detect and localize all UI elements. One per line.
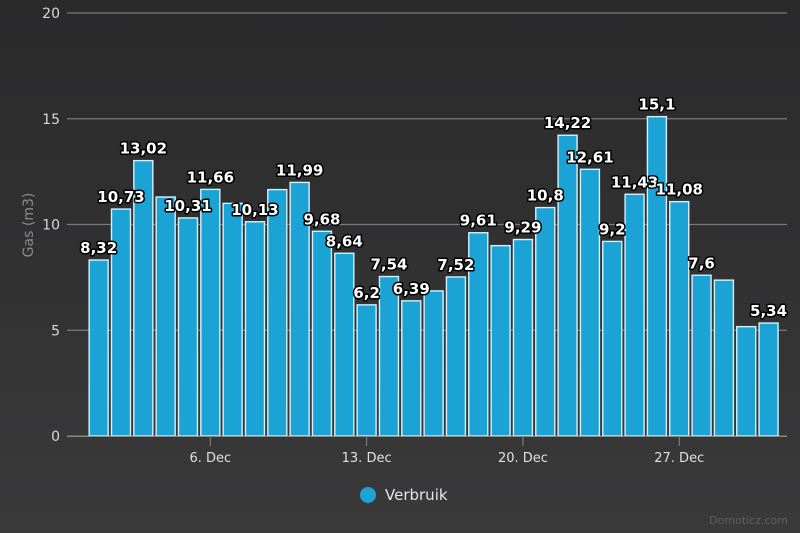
bar-dec-6[interactable] <box>200 188 221 437</box>
y-tick-label: 5 <box>51 323 60 339</box>
data-label-dec-5: 10,31 <box>164 197 211 215</box>
data-label-dec-20: 9,29 <box>504 219 541 237</box>
x-tick-label: 13. Dec <box>342 451 392 466</box>
bar-dec-15[interactable] <box>401 300 422 437</box>
data-label-dec-2: 10,73 <box>97 188 144 206</box>
bar-dec-23[interactable] <box>579 168 601 437</box>
bars-layer <box>88 115 779 437</box>
data-label-dec-28: 7,6 <box>688 254 715 272</box>
bar-dec-29[interactable] <box>713 279 735 437</box>
data-label-dec-10: 11,99 <box>276 161 323 179</box>
y-tick-label: 20 <box>42 6 60 22</box>
bar-dec-8[interactable] <box>244 221 266 437</box>
x-tick-label: 20. Dec <box>498 451 548 466</box>
data-label-dec-25: 11,43 <box>611 173 658 191</box>
data-label-dec-26: 15,1 <box>638 96 675 114</box>
data-label-dec-18: 9,61 <box>460 212 497 230</box>
y-tick-label: 15 <box>42 112 60 128</box>
data-label-dec-22: 14,22 <box>544 114 591 132</box>
data-label-dec-11: 9,68 <box>303 210 340 228</box>
credits-link[interactable]: Domoticz.com <box>709 514 788 527</box>
y-axis-title: Gas (m3) <box>21 193 37 258</box>
y-tick-label: 0 <box>51 429 60 445</box>
bar-dec-13[interactable] <box>356 304 377 437</box>
bar-dec-16[interactable] <box>423 290 444 437</box>
bar-dec-12[interactable] <box>334 252 355 437</box>
bar-dec-25[interactable] <box>624 193 645 437</box>
bar-dec-14[interactable] <box>378 275 400 437</box>
bar-dec-27[interactable] <box>669 200 690 437</box>
data-label-dec-17: 7,52 <box>437 256 474 274</box>
bar-dec-5[interactable] <box>177 217 199 437</box>
legend-item-verbruik[interactable]: Verbruik <box>360 486 448 504</box>
data-label-dec-8: 10,13 <box>231 201 278 219</box>
bar-dec-19[interactable] <box>490 244 511 437</box>
bar-dec-17[interactable] <box>445 276 467 437</box>
bar-dec-28[interactable] <box>691 274 712 437</box>
data-label-dec-27: 11,08 <box>656 181 703 199</box>
legend-series-marker-icon <box>360 487 376 503</box>
bar-dec-24[interactable] <box>602 240 623 437</box>
data-label-dec-21: 10,8 <box>527 187 564 205</box>
data-label-dec-23: 12,61 <box>566 148 613 166</box>
bar-dec-4[interactable] <box>155 196 176 437</box>
data-label-dec-6: 11,66 <box>187 168 234 186</box>
bar-dec-20[interactable] <box>512 238 534 437</box>
data-label-dec-12: 8,64 <box>326 232 363 250</box>
bar-dec-22[interactable] <box>557 134 578 437</box>
legend-label: Verbruik <box>385 486 448 504</box>
bar-dec-9[interactable] <box>267 188 288 437</box>
data-label-dec-14: 7,54 <box>370 256 407 274</box>
bar-dec-1[interactable] <box>88 259 109 437</box>
data-label-dec-24: 9,2 <box>599 220 626 238</box>
data-label-dec-31: 5,34 <box>750 302 787 320</box>
data-labels-layer: 8,32 10,73 13,02 10,31 11,66 10,13 11,99 9,68 8,… <box>79 94 789 321</box>
x-tick-label: 6. Dec <box>189 451 231 466</box>
y-tick-label: 10 <box>42 218 60 234</box>
x-axis: 6. Dec 13. Dec 20. Dec 27. Dec <box>67 436 787 466</box>
data-label-dec-15: 6,39 <box>393 280 430 298</box>
bar-dec-26[interactable] <box>646 115 668 437</box>
bar-dec-31[interactable] <box>758 322 779 437</box>
bar-dec-7[interactable] <box>222 202 243 437</box>
data-label-dec-1: 8,32 <box>80 239 117 257</box>
data-label-dec-13: 6,2 <box>353 284 380 302</box>
bar-dec-21[interactable] <box>535 206 556 437</box>
bar-dec-11[interactable] <box>311 230 333 437</box>
x-tick-label: 27. Dec <box>654 451 704 466</box>
data-label-dec-3: 13,02 <box>120 140 167 158</box>
bar-dec-30[interactable] <box>736 325 757 437</box>
